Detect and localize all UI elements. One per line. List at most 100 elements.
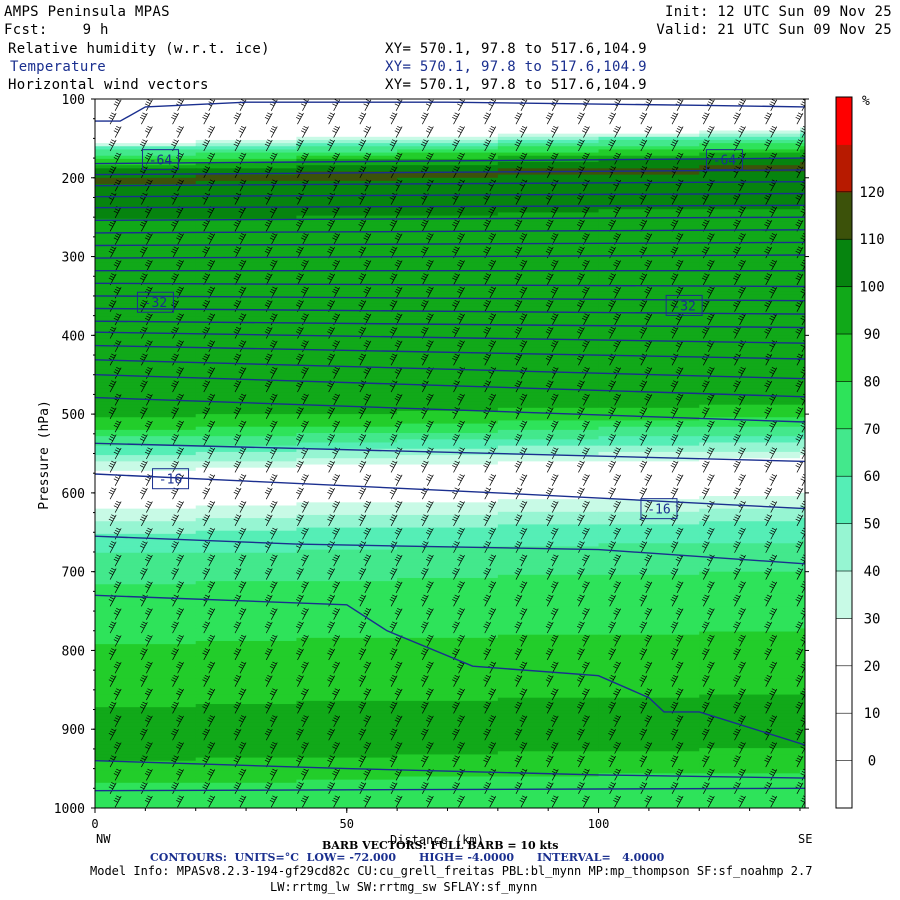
rh-cell	[497, 117, 600, 122]
rh-cell	[699, 792, 801, 796]
rh-cell	[397, 524, 499, 529]
rh-cell	[195, 744, 298, 749]
barb-flag	[328, 221, 333, 225]
rh-cell	[195, 726, 298, 730]
rh-cell	[598, 480, 701, 485]
rh-cell	[195, 527, 298, 532]
barb-flag	[238, 103, 243, 107]
wind-barb	[639, 273, 648, 286]
rh-cell	[397, 640, 499, 645]
wind-barb	[389, 273, 398, 286]
rh-cell	[497, 464, 600, 469]
rh-cell	[296, 196, 399, 201]
rh-cell	[397, 369, 499, 374]
rh-cell	[799, 653, 805, 658]
rh-cell	[95, 697, 197, 702]
barb-flag	[676, 262, 682, 265]
rh-cell	[699, 546, 801, 551]
wind-barb	[545, 219, 554, 232]
rh-cell	[296, 644, 399, 648]
rh-cell	[195, 319, 298, 324]
rh-cell	[296, 187, 399, 191]
barb-flag	[545, 277, 551, 281]
rh-cell	[195, 439, 298, 444]
rh-cell	[95, 401, 197, 406]
barb-flag	[114, 181, 120, 185]
rh-cell	[799, 530, 805, 535]
rh-cell	[598, 190, 701, 195]
rh-cell	[95, 612, 197, 617]
wind-barb	[264, 273, 273, 286]
rh-cell	[598, 319, 701, 324]
rh-cell	[699, 562, 801, 566]
rh-cell	[799, 622, 805, 626]
rh-cell	[195, 174, 298, 179]
barb-flag	[113, 237, 118, 241]
rh-cell	[699, 574, 801, 579]
rh-cell	[95, 726, 197, 730]
rh-cell	[296, 174, 399, 179]
rh-cell	[598, 322, 701, 327]
rh-cell	[598, 410, 701, 415]
rh-cell	[598, 518, 701, 522]
rh-cell	[397, 675, 499, 680]
barb-flag	[116, 152, 121, 156]
barb-flag	[706, 264, 712, 267]
wind-barb	[113, 286, 122, 299]
barb-flag	[484, 195, 489, 198]
barb-flag	[209, 259, 215, 263]
rh-cell	[397, 486, 499, 491]
rh-cell	[799, 117, 805, 122]
barb-flag	[453, 168, 458, 171]
rh-cell	[799, 373, 805, 377]
barb-flag	[734, 248, 739, 252]
barb-flag	[670, 143, 675, 147]
rh-cell	[799, 798, 805, 803]
barb-flag	[800, 264, 805, 267]
rh-cell	[296, 108, 399, 113]
rh-cell	[497, 754, 600, 759]
barb-flag	[176, 210, 181, 214]
barb-flag	[766, 139, 772, 142]
rh-cell	[195, 757, 298, 762]
rh-cell	[296, 332, 399, 336]
rh-cell	[397, 773, 499, 778]
barb-flag	[640, 221, 645, 225]
wind-barb	[144, 125, 153, 138]
rh-cell	[598, 600, 701, 604]
wind-barb	[639, 219, 648, 232]
barb-flag	[269, 264, 275, 267]
rh-cell	[497, 165, 600, 169]
rh-cell	[397, 436, 499, 440]
rh-cell	[497, 174, 600, 179]
barb-flag	[178, 125, 183, 129]
rh-cell	[296, 206, 399, 210]
rh-cell	[95, 385, 197, 390]
rh-cell	[699, 429, 801, 434]
rh-cell	[397, 221, 499, 226]
rh-cell	[397, 776, 499, 781]
rh-cell	[95, 300, 197, 305]
barb-flag	[142, 139, 147, 142]
rh-cell	[296, 455, 399, 459]
rh-cell	[397, 215, 499, 220]
rh-cell	[397, 414, 499, 418]
rh-cell	[397, 581, 499, 585]
barb-flag	[327, 197, 332, 200]
barb-flag	[765, 248, 770, 252]
barb-flag	[359, 275, 364, 279]
wind-barb	[171, 219, 179, 232]
barb-flag	[771, 152, 777, 156]
wind-barb	[675, 259, 684, 272]
rh-cell	[195, 625, 298, 629]
barb-flag	[392, 112, 397, 116]
rh-cell	[397, 789, 499, 793]
rh-cell	[799, 615, 805, 620]
rh-cell	[598, 114, 701, 119]
wind-barb	[144, 99, 153, 111]
rh-cell	[296, 502, 399, 507]
barb-flag	[670, 250, 675, 254]
rh-cell	[699, 600, 801, 604]
rh-cell	[699, 209, 801, 214]
rh-cell	[497, 713, 600, 718]
